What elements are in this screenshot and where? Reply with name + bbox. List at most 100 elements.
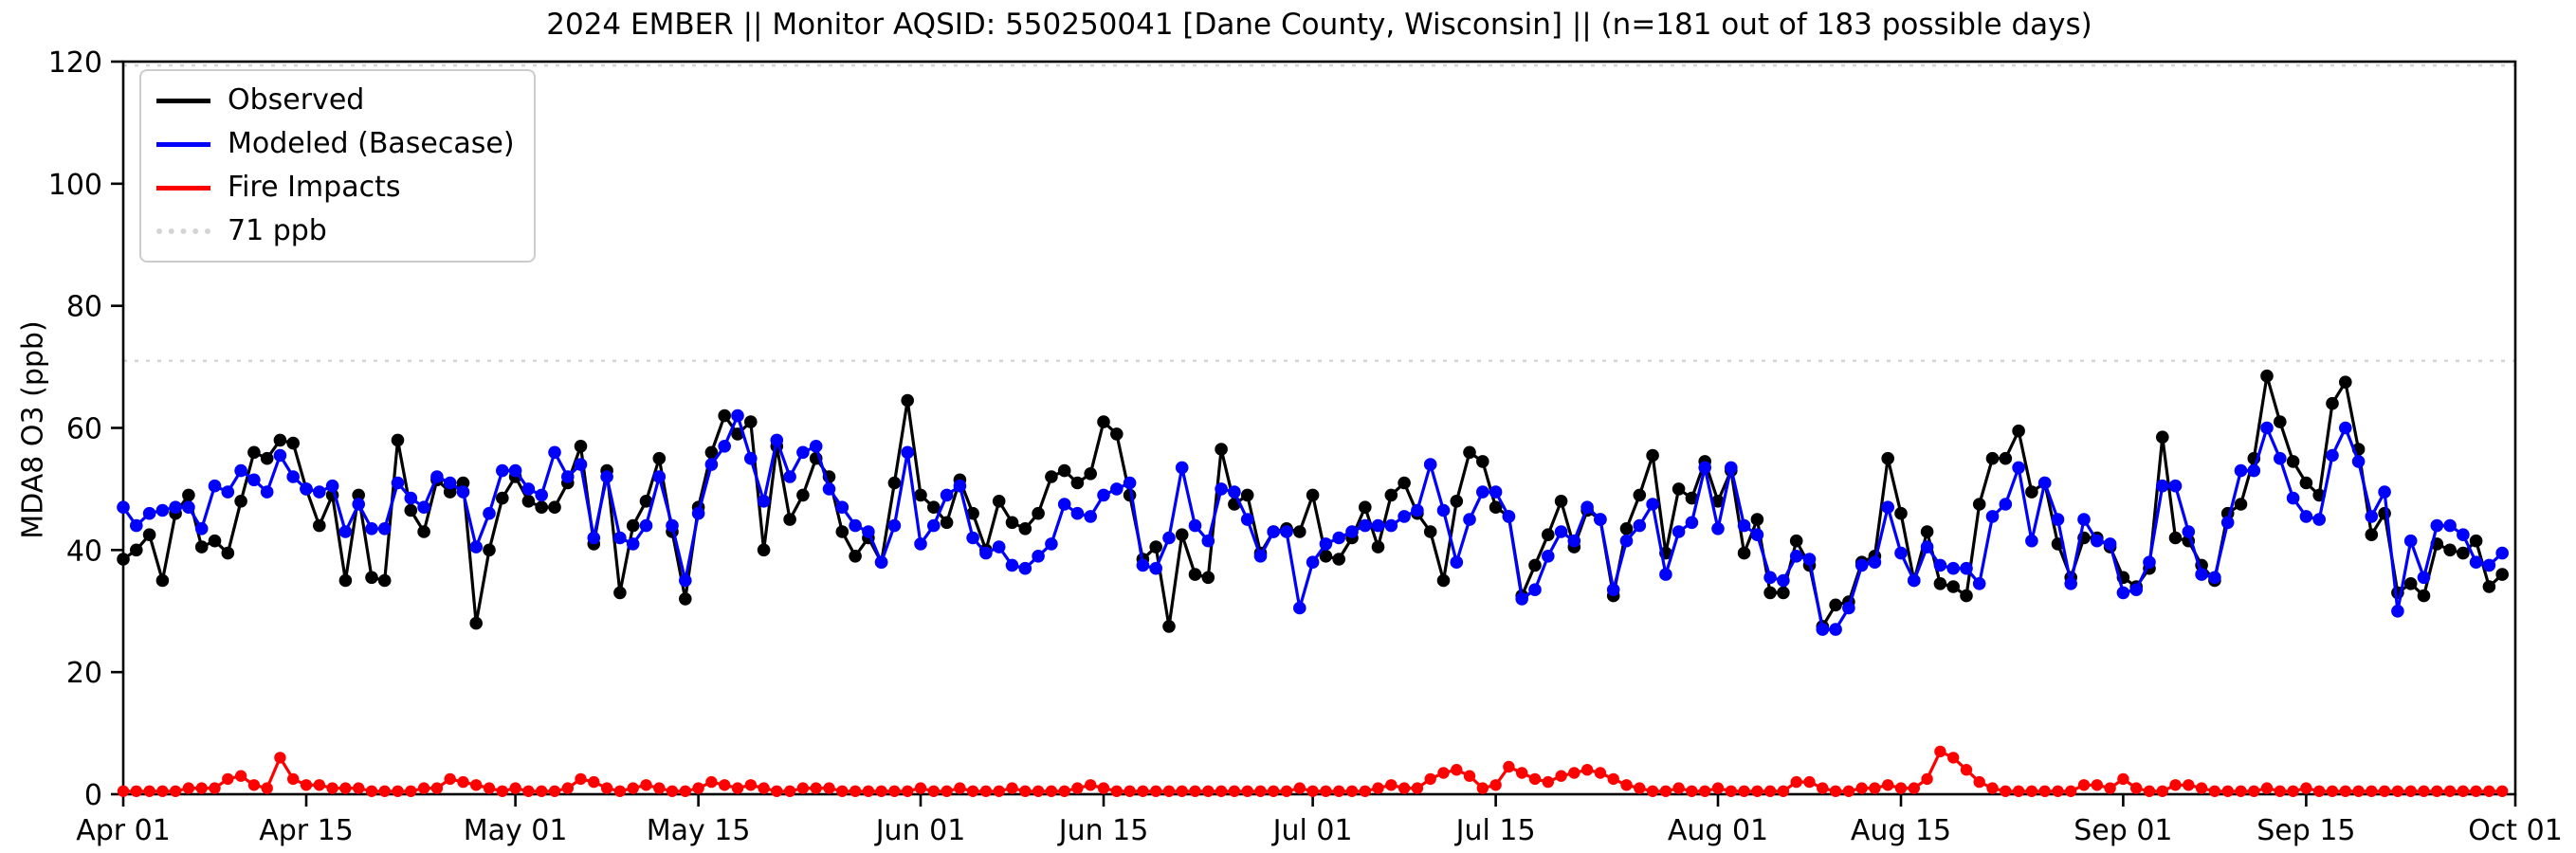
data-point-fire-impacts xyxy=(849,785,862,797)
data-point-modeled-basecase xyxy=(822,482,836,496)
data-point-modeled-basecase xyxy=(2234,463,2248,478)
data-point-observed xyxy=(1045,470,1058,483)
data-point-modeled-basecase xyxy=(1750,528,1764,541)
data-point-modeled-basecase xyxy=(1528,583,1542,596)
legend: Observed Modeled (Basecase) Fire Impacts 71… xyxy=(139,69,536,263)
data-point-modeled-basecase xyxy=(338,525,353,538)
data-point-observed xyxy=(1528,558,1542,572)
data-point-observed xyxy=(1162,620,1176,633)
data-point-fire-impacts xyxy=(2000,785,2012,797)
data-point-modeled-basecase xyxy=(626,537,640,551)
data-point-observed xyxy=(117,553,130,566)
data-point-modeled-basecase xyxy=(2299,510,2313,523)
data-point-observed xyxy=(391,433,405,447)
data-point-modeled-basecase xyxy=(1972,577,1986,590)
data-point-fire-impacts xyxy=(2300,782,2312,794)
data-point-fire-impacts xyxy=(744,779,757,791)
data-point-modeled-basecase xyxy=(744,451,758,465)
data-point-observed xyxy=(2417,589,2431,603)
x-tick-label: Jun 01 xyxy=(874,814,966,847)
data-point-modeled-basecase xyxy=(2378,485,2391,499)
legend-label-fire-impacts: Fire Impacts xyxy=(228,171,401,204)
data-point-modeled-basecase xyxy=(352,498,366,511)
data-point-modeled-basecase xyxy=(1999,498,2013,511)
data-point-fire-impacts xyxy=(575,772,587,786)
data-point-modeled-basecase xyxy=(940,488,954,502)
data-point-fire-impacts xyxy=(1333,785,1345,797)
data-point-observed xyxy=(1398,476,1411,490)
data-point-modeled-basecase xyxy=(1567,534,1581,548)
data-point-fire-impacts xyxy=(666,785,679,797)
data-point-observed xyxy=(2299,476,2313,490)
data-point-modeled-basecase xyxy=(2430,518,2444,533)
data-point-fire-impacts xyxy=(640,779,652,791)
data-point-fire-impacts xyxy=(1019,785,1032,797)
data-point-observed xyxy=(1450,495,1464,508)
data-point-fire-impacts xyxy=(1973,775,1985,789)
data-point-observed xyxy=(1032,506,1045,520)
data-point-modeled-basecase xyxy=(483,506,496,520)
data-point-observed xyxy=(130,543,143,557)
data-point-fire-impacts xyxy=(653,782,666,794)
data-point-modeled-basecase xyxy=(1188,518,1202,533)
data-point-fire-impacts xyxy=(1842,785,1855,797)
data-point-modeled-basecase xyxy=(1737,518,1751,533)
data-point-modeled-basecase xyxy=(2391,605,2404,618)
data-point-modeled-basecase xyxy=(325,479,339,493)
data-point-fire-impacts xyxy=(444,772,456,786)
data-point-modeled-basecase xyxy=(1476,485,1489,499)
data-point-observed xyxy=(469,616,484,630)
data-point-fire-impacts xyxy=(1385,779,1398,791)
data-point-fire-impacts xyxy=(888,785,901,797)
data-point-modeled-basecase xyxy=(1450,555,1464,569)
data-point-modeled-basecase xyxy=(2116,586,2130,600)
data-point-fire-impacts xyxy=(1686,785,1698,797)
data-point-observed xyxy=(2274,415,2287,428)
data-point-observed xyxy=(1777,586,1790,600)
data-point-modeled-basecase xyxy=(1920,540,1934,554)
data-point-fire-impacts xyxy=(1424,772,1436,786)
data-point-fire-impacts xyxy=(1137,785,1149,797)
data-point-modeled-basecase xyxy=(2339,421,2352,435)
data-point-fire-impacts xyxy=(1542,775,1555,789)
data-point-modeled-basecase xyxy=(2495,546,2509,560)
y-tick-label: 40 xyxy=(66,535,102,568)
data-point-fire-impacts xyxy=(339,782,352,794)
data-point-modeled-basecase xyxy=(1045,537,1058,551)
data-point-observed xyxy=(535,500,548,514)
data-point-fire-impacts xyxy=(1921,772,1933,786)
data-point-fire-impacts xyxy=(1555,770,1567,782)
data-point-modeled-basecase xyxy=(2051,513,2065,526)
data-point-modeled-basecase xyxy=(234,463,247,478)
data-point-observed xyxy=(338,573,353,588)
data-point-modeled-basecase xyxy=(1619,534,1634,548)
data-point-modeled-basecase xyxy=(443,476,457,490)
data-point-observed xyxy=(1110,427,1124,441)
data-point-observed xyxy=(613,586,627,600)
data-point-fire-impacts xyxy=(1594,767,1607,779)
data-point-modeled-basecase xyxy=(1306,555,1320,569)
data-point-observed xyxy=(1423,525,1437,538)
data-point-fire-impacts xyxy=(247,779,261,791)
data-point-observed xyxy=(2025,485,2038,499)
data-point-fire-impacts xyxy=(1790,775,1802,789)
data-point-fire-impacts xyxy=(1006,782,1018,794)
data-point-modeled-basecase xyxy=(521,482,536,496)
data-point-observed xyxy=(2260,369,2274,383)
data-point-fire-impacts xyxy=(719,779,731,791)
data-point-observed xyxy=(927,500,941,514)
data-point-fire-impacts xyxy=(234,770,247,782)
data-point-modeled-basecase xyxy=(300,482,313,496)
legend-label-71-ppb: 71 ppb xyxy=(228,214,327,247)
data-point-observed xyxy=(2012,424,2025,438)
data-point-modeled-basecase xyxy=(365,522,378,535)
data-point-modeled-basecase xyxy=(2091,534,2104,548)
data-point-modeled-basecase xyxy=(1123,476,1137,490)
data-point-fire-impacts xyxy=(1817,782,1829,794)
data-point-modeled-basecase xyxy=(247,473,261,487)
data-point-fire-impacts xyxy=(1463,770,1476,782)
data-point-fire-impacts xyxy=(222,772,234,786)
data-point-fire-impacts xyxy=(1580,764,1594,776)
data-point-fire-impacts xyxy=(2470,785,2482,797)
data-point-observed xyxy=(1332,553,1345,566)
